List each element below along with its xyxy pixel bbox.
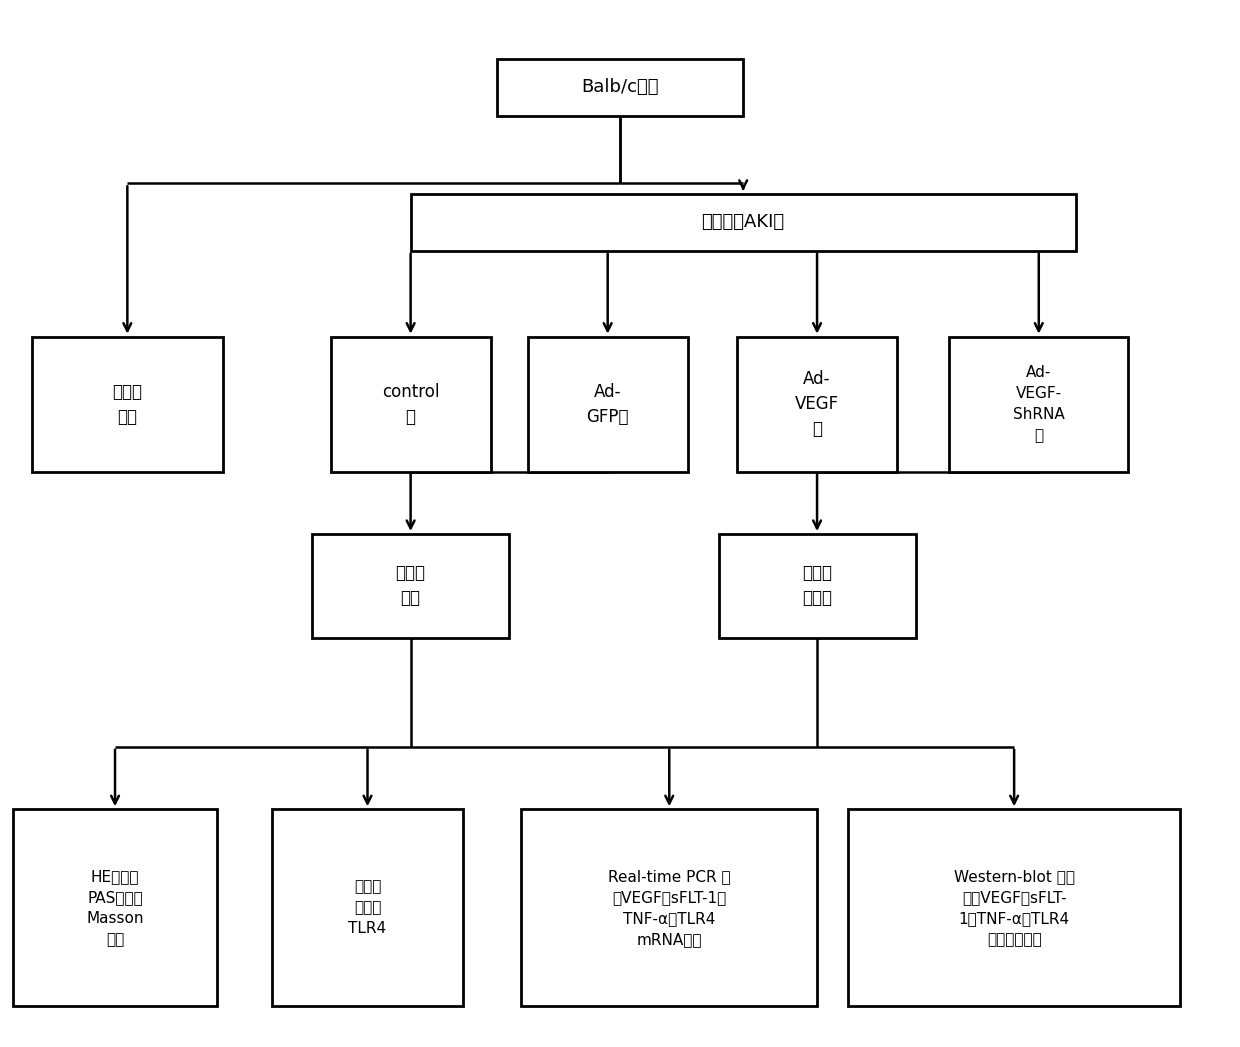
Text: 免疫组
化检测
TLR4: 免疫组 化检测 TLR4 <box>348 879 387 936</box>
Bar <box>410 194 1076 251</box>
Text: Real-time PCR 检
测VEGF、sFLT-1、
TNF-α、TLR4
mRNA表达: Real-time PCR 检 测VEGF、sFLT-1、 TNF-α、TLR4… <box>608 869 730 946</box>
Bar <box>331 336 491 471</box>
Bar <box>497 59 743 116</box>
Text: control
组: control 组 <box>382 382 439 425</box>
Bar <box>737 336 897 471</box>
Text: 肾功能
检测: 肾功能 检测 <box>396 564 425 607</box>
Bar <box>522 809 817 1006</box>
Text: 脶败症性AKI组: 脶败症性AKI组 <box>702 214 785 231</box>
Text: Ad-
GFP组: Ad- GFP组 <box>587 382 629 425</box>
Bar <box>718 534 915 638</box>
Text: Ad-
VEGF
组: Ad- VEGF 组 <box>795 370 839 438</box>
Bar <box>14 809 217 1006</box>
Text: Ad-
VEGF-
ShRNA
组: Ad- VEGF- ShRNA 组 <box>1013 365 1065 443</box>
Bar <box>272 809 463 1006</box>
Text: HE染色、
PAS染色、
Masson
染色: HE染色、 PAS染色、 Masson 染色 <box>87 869 144 946</box>
Bar <box>950 336 1128 471</box>
Text: Western-blot 方法
检测VEGF、sFLT-
1、TNF-α、TLR4
蛋白水平表达: Western-blot 方法 检测VEGF、sFLT- 1、TNF-α、TLR… <box>954 869 1075 946</box>
Bar <box>32 336 223 471</box>
Text: Balb/c小鼠: Balb/c小鼠 <box>582 79 658 96</box>
Bar <box>528 336 688 471</box>
Bar <box>848 809 1180 1006</box>
Text: 正常对
照组: 正常对 照组 <box>113 382 143 425</box>
Bar <box>312 534 510 638</box>
Text: 肾组织
学检查: 肾组织 学检查 <box>802 564 832 607</box>
